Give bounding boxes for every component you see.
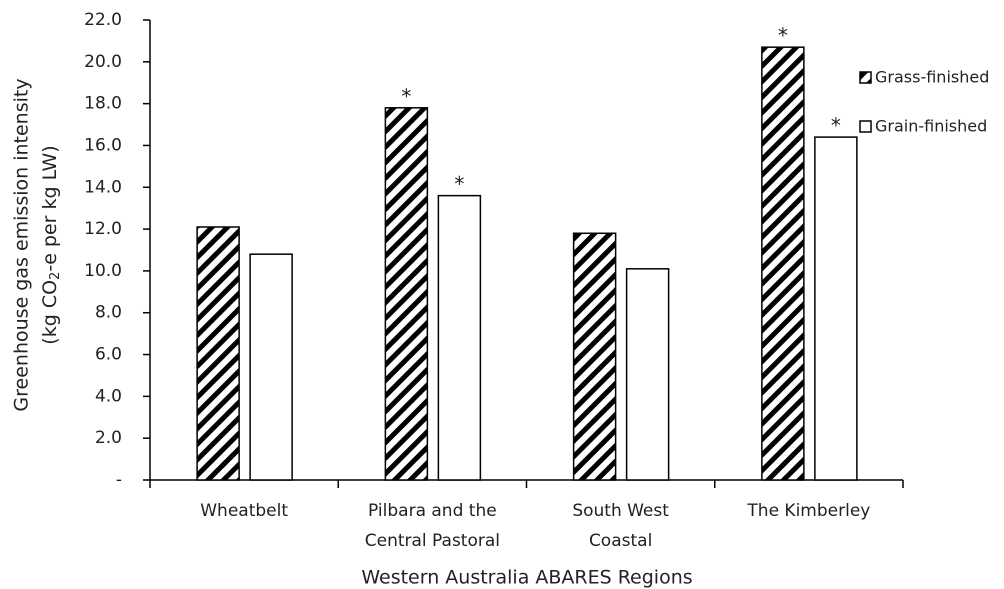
y-tick-label: 22.0 — [84, 10, 122, 30]
legend-label: Grain-finished — [875, 117, 987, 136]
bar — [196, 226, 240, 481]
y-axis-title-part: -e per kg LW) — [39, 145, 61, 271]
bar — [625, 268, 670, 481]
bar — [814, 136, 858, 481]
x-tick-label: South West — [572, 501, 669, 521]
bar — [572, 232, 617, 481]
x-tick-label: Coastal — [589, 531, 652, 551]
y-tick-label: 16.0 — [84, 135, 122, 155]
y-tick-label: 20.0 — [84, 52, 122, 72]
x-tick-label: Central Pastoral — [365, 531, 500, 551]
y-tick-label: 14.0 — [84, 177, 122, 197]
x-tick-label: The Kimberley — [746, 501, 870, 521]
x-tick-label: Wheatbelt — [200, 501, 288, 521]
y-tick-label: 12.0 — [84, 219, 122, 239]
y-tick-label: 8.0 — [95, 303, 122, 323]
bar — [384, 107, 429, 481]
y-tick-label: 4.0 — [95, 386, 122, 406]
x-axis-title: Western Australia ABARES Regions — [361, 567, 692, 589]
bar — [437, 194, 482, 481]
y-axis-title-part: (kg CO — [39, 280, 61, 345]
y-axis-title: (kg CO2-e per kg LW) — [39, 145, 63, 344]
y-axis-title-sub: 2 — [48, 272, 63, 280]
y-axis-title: Greenhouse gas emission intensity — [11, 78, 33, 411]
significance-marker: * — [401, 84, 411, 108]
y-tick-label: 6.0 — [95, 345, 122, 365]
legend-swatch — [859, 120, 872, 133]
legend-label: Grass-finished — [875, 68, 989, 87]
bar — [249, 253, 293, 481]
significance-marker: * — [454, 172, 464, 196]
legend-swatch — [859, 71, 872, 84]
significance-marker: * — [831, 114, 841, 138]
x-tick-label: Pilbara and the — [368, 501, 497, 521]
y-tick-label: 18.0 — [84, 94, 122, 114]
y-tick-label: 2.0 — [95, 428, 122, 448]
significance-marker: * — [778, 24, 788, 48]
y-tick-label: - — [116, 470, 122, 490]
bar — [761, 46, 805, 481]
y-tick-label: 10.0 — [84, 261, 122, 281]
